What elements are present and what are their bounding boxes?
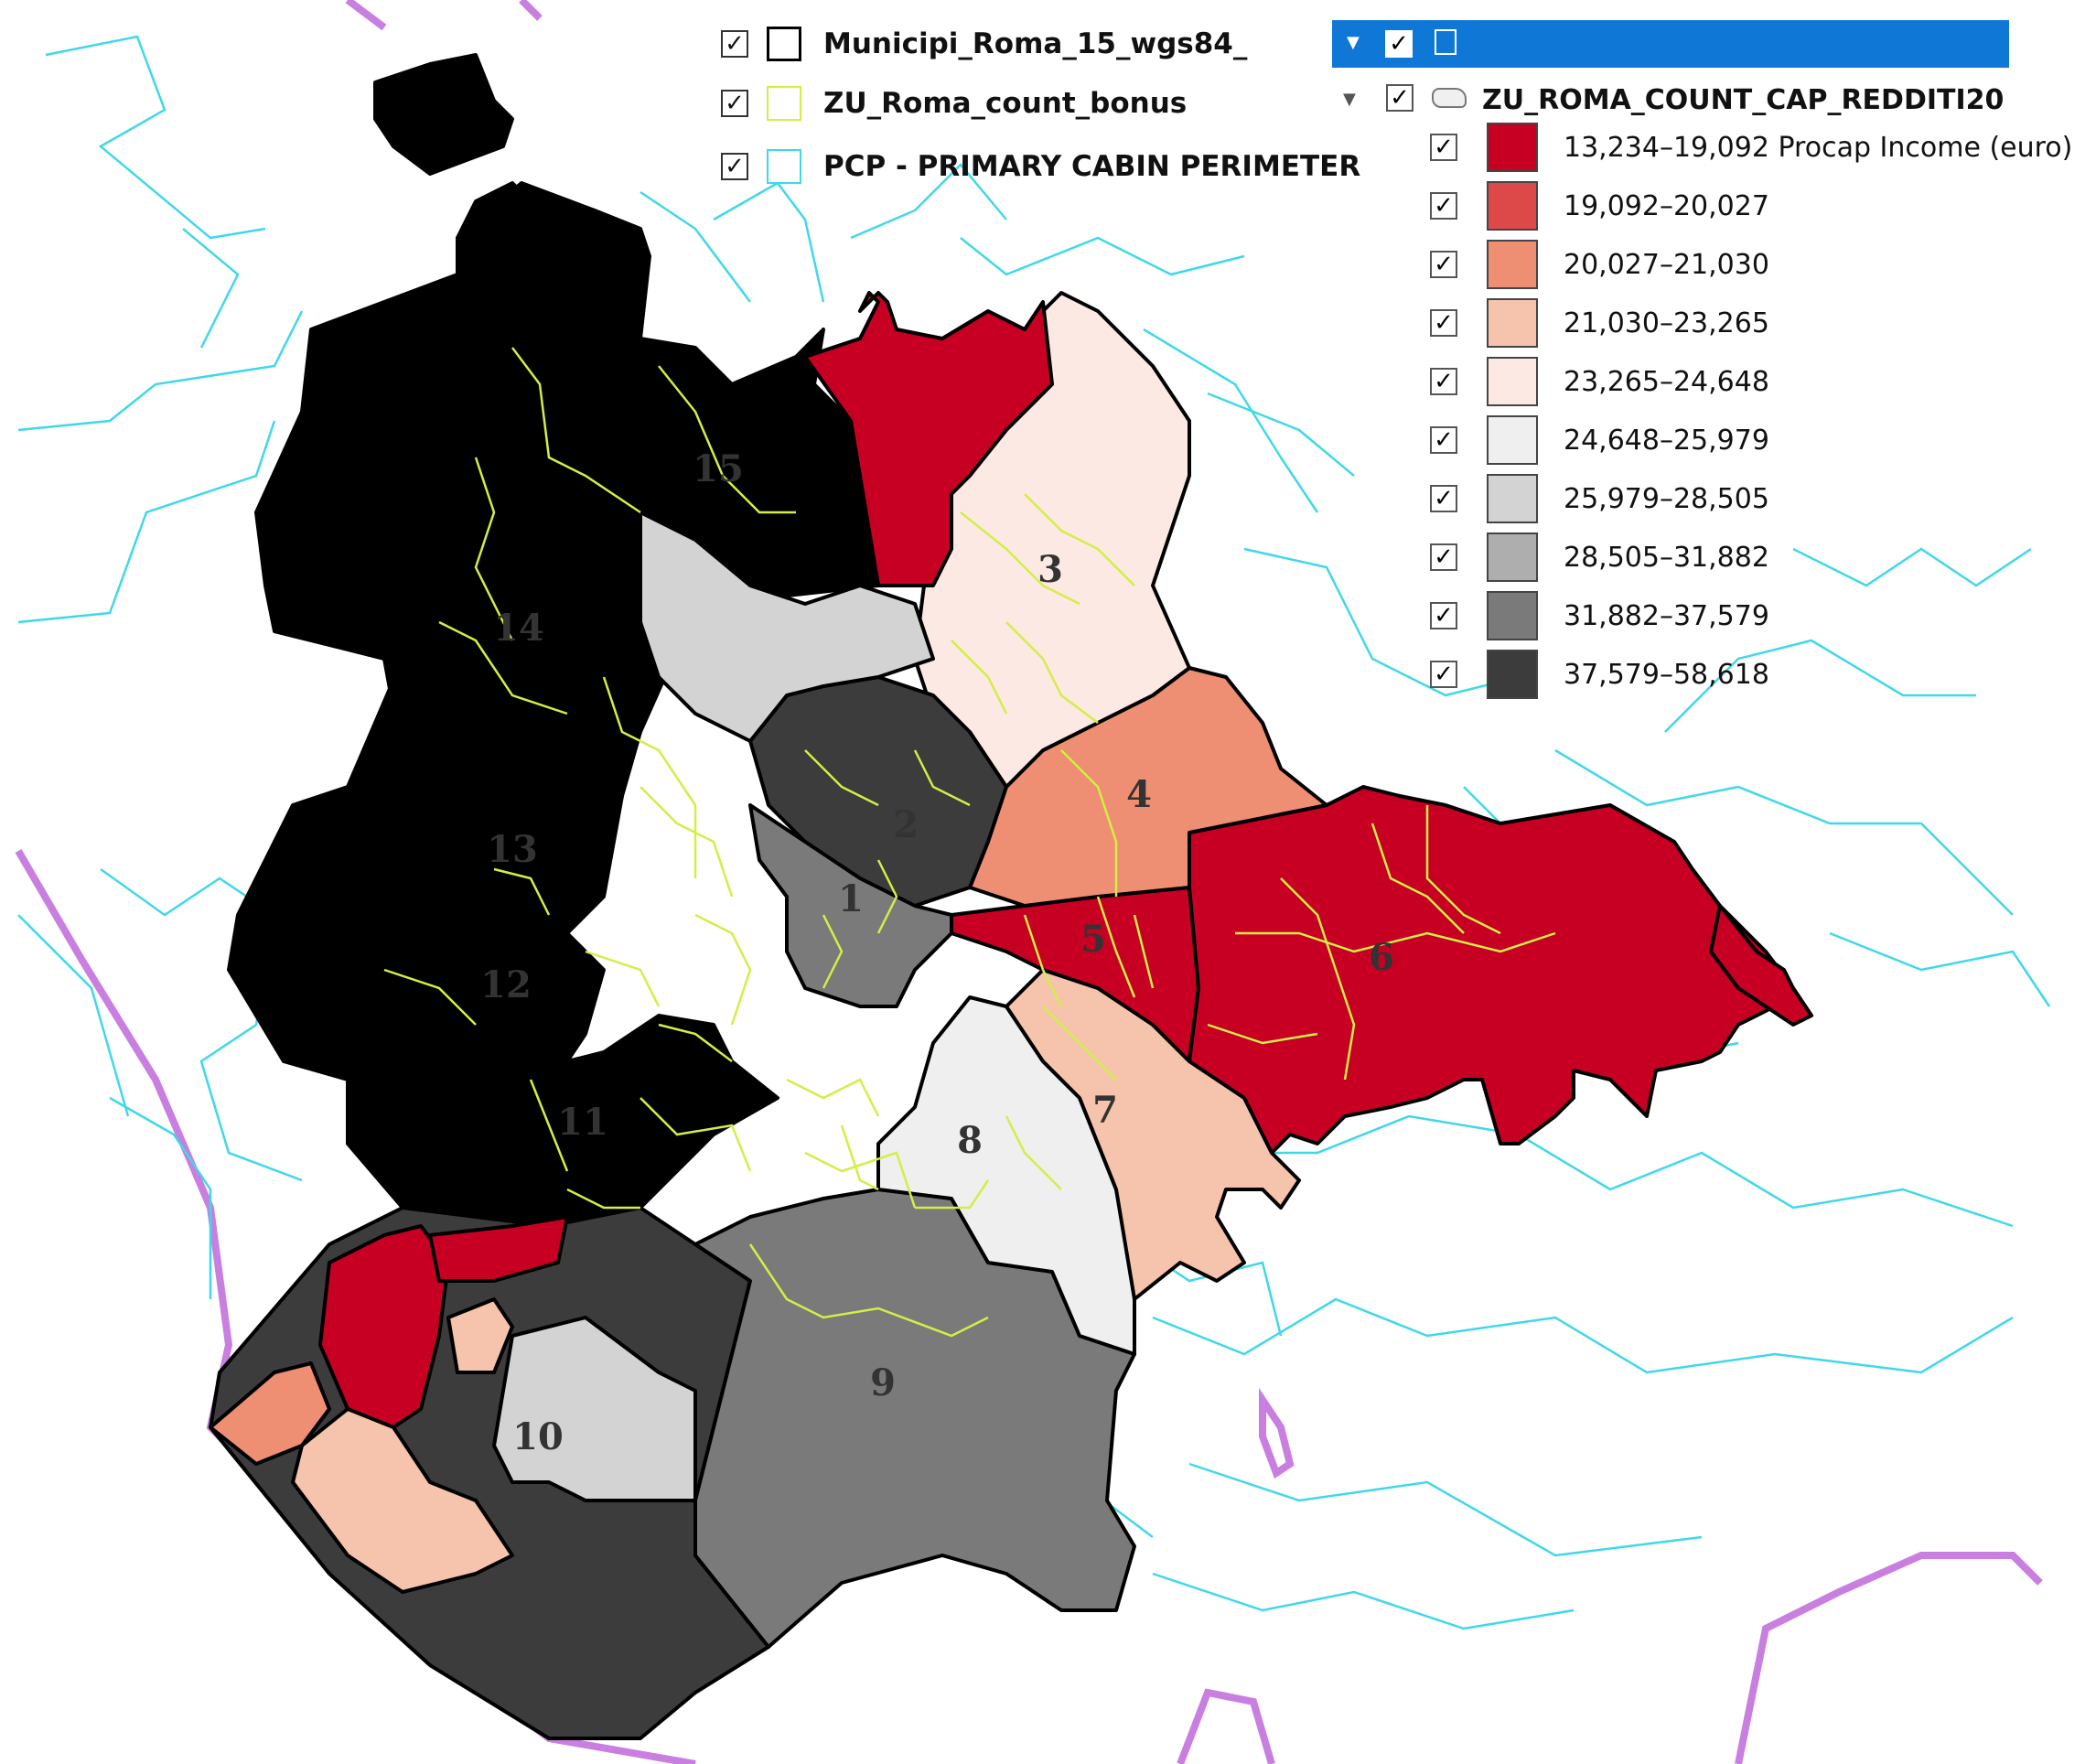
municipio-label-2: 2	[893, 803, 919, 846]
layer-checkbox-pcp[interactable]: ✓	[721, 153, 748, 180]
legend-class-checkbox[interactable]: ✓	[1430, 426, 1457, 454]
legend-label: 23,265–24,648	[1564, 365, 1769, 398]
legend-swatch	[1487, 181, 1538, 231]
legend-class-checkbox[interactable]: ✓	[1430, 661, 1457, 688]
legend-label: 19,092–20,027	[1564, 189, 1769, 222]
municipio-label-5: 5	[1080, 918, 1106, 961]
layer-row-pcp[interactable]: ✓ PCP - PRIMARY CABIN PERIMETER	[721, 149, 1360, 184]
layer-checkbox-zu[interactable]: ✓	[721, 90, 748, 117]
zu-swatch	[767, 86, 801, 121]
triangle-down-icon[interactable]: ▼	[1347, 33, 1360, 52]
municipio-label-14: 14	[493, 607, 544, 650]
legend-class-checkbox[interactable]: ✓	[1430, 485, 1457, 512]
legend-label: 31,882–37,579	[1564, 599, 1769, 632]
pcp-swatch	[767, 149, 801, 184]
municipio-label-6: 6	[1369, 936, 1394, 979]
municipio-label-12: 12	[480, 963, 532, 1006]
legend-class-checkbox[interactable]: ✓	[1430, 543, 1457, 571]
municipio-label-11: 11	[557, 1101, 608, 1144]
sw-lobe	[209, 1215, 697, 1594]
legend-label: 25,979–28,505	[1564, 482, 1769, 515]
zone-north-red[interactable]	[803, 291, 1054, 587]
legend-swatch	[1487, 474, 1538, 523]
north-outliers	[373, 53, 651, 304]
legend-class-checkbox[interactable]: ✓	[1430, 602, 1457, 629]
layer-row-zu[interactable]: ✓ ZU_Roma_count_bonus	[721, 86, 1187, 121]
legend-row[interactable]: ✓ 28,505–31,882	[1430, 530, 1769, 585]
layer-checkbox-municipi[interactable]: ✓	[721, 30, 748, 58]
ne-outlier	[1709, 904, 1813, 1027]
municipio-label-7: 7	[1092, 1089, 1118, 1132]
municipio-label-13: 13	[487, 828, 538, 871]
legend-label: 37,579–58,618	[1564, 658, 1769, 691]
legend-swatch	[1487, 123, 1538, 172]
municipi-swatch	[767, 27, 801, 61]
group-checkbox[interactable]: ✓	[1385, 30, 1413, 58]
legend-label: 13,234–19,092 Procap Income (euro)	[1564, 131, 2073, 164]
legend-swatch	[1487, 650, 1538, 699]
municipio-label-1: 1	[838, 877, 864, 920]
layer-label-zu: ZU_Roma_count_bonus	[823, 87, 1188, 120]
legend-class-checkbox[interactable]: ✓	[1430, 368, 1457, 395]
municipio-15-north-area[interactable]	[639, 511, 935, 743]
municipi-labels: 1 2 3 4 5 6 7 8 9 10 11 12 13 14 15	[480, 447, 1394, 1458]
layer-label-municipi: Municipi_Roma_15_wgs84_	[823, 27, 1248, 60]
legend-swatch	[1487, 357, 1538, 406]
municipio-6[interactable]	[1188, 785, 1813, 1155]
legend-row[interactable]: ✓ 19,092–20,027	[1430, 178, 1769, 233]
municipio-14[interactable]	[254, 364, 715, 798]
municipio-label-4: 4	[1126, 773, 1152, 816]
municipio-label-8: 8	[957, 1119, 983, 1162]
legend-row[interactable]: ✓ 25,979–28,505	[1430, 471, 1769, 526]
layers-group-icon	[1435, 29, 1456, 55]
layer-row-municipi[interactable]: ✓ Municipi_Roma_15_wgs84_	[721, 27, 1247, 61]
zu-lines	[383, 347, 1556, 1338]
toc-layer-name: ZU_ROMA_COUNT_CAP_REDDITI20	[1482, 84, 2005, 116]
legend-row[interactable]: ✓ 20,027–21,030	[1430, 237, 1769, 292]
municipio-label-15: 15	[693, 447, 744, 490]
toc-group-row[interactable]: ▼ ✓	[1332, 20, 2009, 68]
layer-label-pcp: PCP - PRIMARY CABIN PERIMETER	[823, 150, 1361, 183]
legend-class-checkbox[interactable]: ✓	[1430, 134, 1457, 161]
legend-swatch	[1487, 240, 1538, 289]
legend-row[interactable]: ✓ 37,579–58,618	[1430, 647, 1769, 702]
triangle-down-icon[interactable]: ▼	[1343, 90, 1356, 109]
legend-swatch	[1487, 298, 1538, 348]
legend-label: 24,648–25,979	[1564, 424, 1769, 457]
polygon-layer-icon	[1432, 88, 1467, 108]
legend-row[interactable]: ✓ 31,882–37,579	[1430, 588, 1769, 643]
legend-row[interactable]: ✓ 23,265–24,648	[1430, 354, 1769, 409]
legend-swatch	[1487, 415, 1538, 465]
legend-class-checkbox[interactable]: ✓	[1430, 309, 1457, 337]
legend-class-checkbox[interactable]: ✓	[1430, 251, 1457, 278]
municipio-label-3: 3	[1037, 548, 1063, 591]
legend-row[interactable]: ✓ 13,234–19,092 Procap Income (euro)	[1430, 120, 2072, 175]
legend-label: 21,030–23,265	[1564, 307, 1769, 339]
municipio-label-9: 9	[870, 1361, 896, 1404]
legend-label: 20,027–21,030	[1564, 248, 1769, 281]
legend-label: 28,505–31,882	[1564, 541, 1769, 574]
legend-class-checkbox[interactable]: ✓	[1430, 192, 1457, 220]
municipio-1[interactable]	[748, 803, 953, 1008]
municipio-label-10: 10	[512, 1415, 564, 1458]
legend-swatch	[1487, 591, 1538, 640]
legend-swatch	[1487, 532, 1538, 582]
layer-checkbox-zu-roma-count-cap[interactable]: ✓	[1386, 84, 1413, 112]
legend-row[interactable]: ✓ 24,648–25,979	[1430, 413, 1769, 468]
legend-row[interactable]: ✓ 21,030–23,265	[1430, 296, 1769, 350]
